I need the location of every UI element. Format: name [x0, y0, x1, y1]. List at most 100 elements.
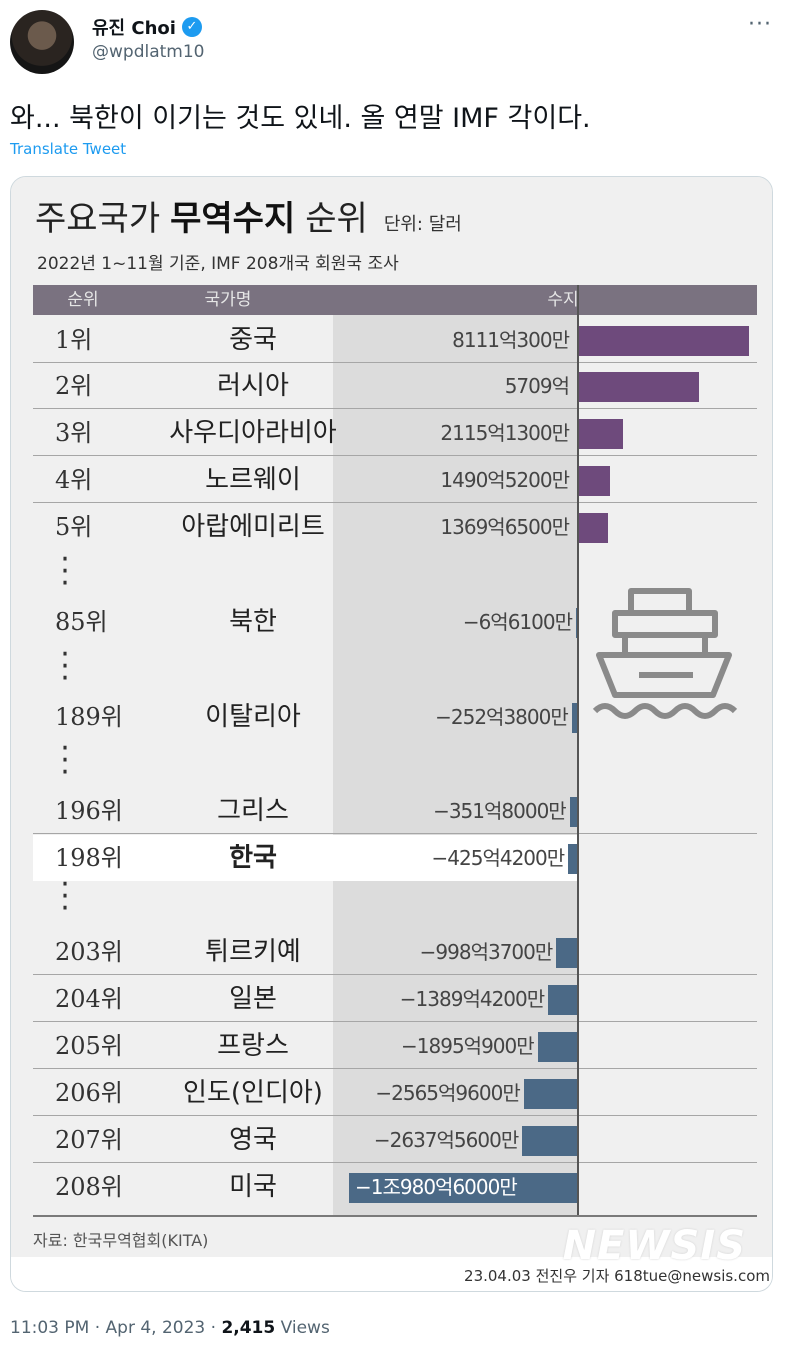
row-value-label: −998억3700만 [419, 940, 554, 964]
value-bar [523, 1079, 577, 1109]
ranking-row: 5위 아랍에미리트 1369억6500만 [33, 504, 757, 550]
ranking-row: 206위 인도(인디아) −2565억9600만 [33, 1070, 757, 1116]
value-bar [579, 513, 608, 543]
source-note: 자료: 한국무역협회(KITA) [33, 1231, 209, 1250]
views-label: Views [275, 1318, 330, 1338]
ranking-row: 1위 중국 8111억300만 [33, 317, 757, 363]
row-value-label: 1490억5200만 [440, 468, 570, 492]
table-header: 순위 국가명 수지 [33, 285, 757, 315]
row-country: 노르웨이 [205, 465, 301, 495]
ellipsis-dots: · · · [60, 867, 70, 926]
title-part-3: 순위 [305, 199, 368, 239]
credit-line: 23.04.03 전진우 기자 618tue@newsis.com [464, 1267, 770, 1285]
row-rank: 196위 [55, 797, 123, 825]
row-country: 이탈리아 [205, 702, 301, 732]
more-options-icon[interactable]: ··· [748, 12, 772, 37]
value-bar [548, 985, 577, 1015]
row-value-label: −2637억5600만 [373, 1128, 519, 1152]
row-value-label: 2115억1300만 [440, 421, 570, 445]
cargo-ship-icon [592, 588, 738, 719]
row-rank: 208위 [55, 1173, 123, 1201]
row-value-label: −252억3800만 [435, 705, 569, 729]
value-bar [579, 466, 611, 496]
row-rank: 85위 [55, 608, 108, 636]
row-rank: 4위 [55, 466, 93, 494]
translate-tweet-link[interactable]: Translate Tweet [10, 140, 127, 158]
newsis-watermark: NEWSIS [562, 1223, 746, 1269]
tweet-text: 와... 북한이 이기는 것도 있네. 올 연말 IMF 각이다. [10, 103, 591, 134]
ellipsis-dots: · · · [60, 542, 70, 601]
unit-label: 단위: 달러 [383, 214, 462, 235]
row-rank: 207위 [55, 1126, 123, 1154]
ranking-row: 208위 미국 −1조980억6000만 [33, 1164, 757, 1210]
value-bar [569, 797, 577, 827]
row-value-label: −2565억9600만 [375, 1081, 520, 1105]
avatar[interactable] [10, 10, 74, 74]
header-value: 수지 [547, 290, 579, 310]
views-count: 2,415 [221, 1318, 276, 1338]
ranking-row: 4위 노르웨이 1490억5200만 [33, 457, 757, 503]
ranking-row: 196위 그리스 −351억8000만 [33, 788, 757, 834]
ranking-row: 205위 프랑스 −1895억900만 [33, 1023, 757, 1069]
value-bar [579, 372, 699, 402]
ellipsis-dots: · · · [60, 731, 70, 790]
value-column-background [333, 315, 577, 1215]
value-bar [576, 608, 577, 638]
ranking-row: 207위 영국 −2637억5600만 [33, 1117, 757, 1163]
row-value-label: −425억4200만 [431, 846, 566, 870]
header-rank: 순위 [67, 290, 99, 310]
ranking-row: 198위 한국 −425억4200만 [33, 835, 757, 881]
row-value-label: 8111억300만 [452, 328, 570, 352]
ranking-row: 189위 이탈리아 −252억3800만 [33, 694, 757, 740]
title-part-2: 무역수지 [170, 199, 296, 239]
row-rank: 3위 [55, 419, 93, 447]
header-country: 국가명 [204, 290, 252, 310]
timestamp[interactable]: 11:03 PM · Apr 4, 2023 · [10, 1318, 222, 1338]
value-bar [349, 1173, 577, 1203]
infographic-subtitle: 2022년 1~11월 기준, IMF 208개국 회원국 조사 [37, 254, 399, 274]
row-country: 미국 [229, 1172, 277, 1202]
row-country: 영국 [229, 1125, 277, 1155]
zero-axis [577, 285, 579, 1215]
row-rank: 198위 [55, 844, 123, 872]
row-rank: 203위 [55, 938, 123, 966]
author-handle[interactable]: @wpdlatm10 [92, 42, 205, 62]
row-country: 프랑스 [217, 1031, 289, 1061]
row-rank: 2위 [55, 372, 93, 400]
row-rank: 1위 [55, 326, 93, 354]
infographic-title: 주요국가 무역수지 순위 단위: 달러 [35, 191, 462, 240]
title-part-1: 주요국가 [35, 199, 161, 239]
ranking-row: 2위 러시아 5709억 [33, 363, 757, 409]
row-country: 그리스 [217, 796, 289, 826]
row-value-label: 1369억6500만 [440, 515, 570, 539]
row-rank: 5위 [55, 513, 93, 541]
row-value-label: −1389억4200만 [399, 987, 545, 1011]
row-value-label: −6억6100만 [462, 610, 573, 634]
value-bar [568, 844, 577, 874]
row-country: 아랍에미리트 [181, 512, 325, 542]
value-bar [571, 703, 577, 733]
tweet-meta: 11:03 PM · Apr 4, 2023 · 2,415 Views [10, 1318, 330, 1338]
row-value-label: −1조980억6000만 [355, 1175, 518, 1199]
row-country: 북한 [229, 607, 277, 637]
ranking-row: 204위 일본 −1389억4200만 [33, 976, 757, 1022]
verified-badge-icon: ✓ [181, 17, 202, 37]
author-name[interactable]: 유진 Choi [92, 18, 176, 39]
row-value-label: 5709억 [504, 374, 570, 398]
row-country: 튀르키예 [205, 937, 301, 967]
row-value-label: −351억8000만 [433, 799, 567, 823]
table-bottom-line [33, 1215, 757, 1217]
row-rank: 206위 [55, 1079, 123, 1107]
row-rank: 205위 [55, 1032, 123, 1060]
infographic: 주요국가 무역수지 순위 단위: 달러 2022년 1~11월 기준, IMF … [11, 177, 772, 1291]
row-rank: 189위 [55, 703, 123, 731]
ranking-row: 3위 사우디아라비아 2115억1300만 [33, 410, 757, 456]
value-bar [579, 326, 749, 356]
row-country: 사우디아라비아 [169, 418, 337, 448]
row-country: 러시아 [217, 371, 289, 401]
ranking-row: 203위 튀르키예 −998억3700만 [33, 929, 757, 975]
tweet-media[interactable]: 주요국가 무역수지 순위 단위: 달러 2022년 1~11월 기준, IMF … [10, 176, 773, 1292]
value-bar [579, 419, 624, 449]
row-country: 인도(인디아) [183, 1078, 323, 1108]
row-country: 중국 [229, 325, 277, 355]
